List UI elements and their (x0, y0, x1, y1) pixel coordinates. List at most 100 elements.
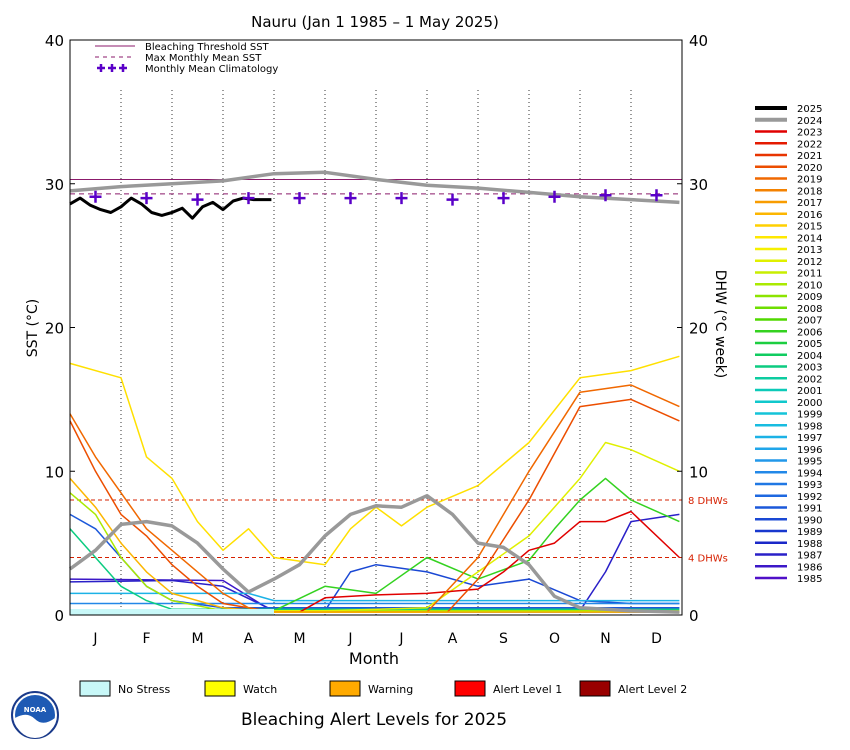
series-line-2012-dhw (70, 441, 680, 612)
alert-strip (70, 609, 274, 615)
year-legend-label: 2003 (797, 363, 822, 374)
climatology-marker (548, 190, 561, 203)
year-legend-label: 2019 (797, 175, 822, 186)
legend-plus-marker (108, 64, 116, 72)
chart-title: Nauru (Jan 1 1985 – 1 May 2025) (251, 13, 499, 31)
year-legend-label: 2017 (797, 198, 822, 209)
year-legend-label: 2009 (797, 292, 822, 303)
alert-level-label: No Stress (118, 683, 171, 696)
y-tick-label-right: 30 (689, 176, 708, 194)
y-tick-label-left: 10 (45, 463, 64, 481)
climatology-marker (446, 193, 459, 206)
year-legend-label: 1997 (797, 433, 822, 444)
series-line-2025-sst (69, 196, 272, 220)
dhw-reference-label: 8 DHWs (688, 496, 728, 507)
x-tick-label-month: F (142, 631, 150, 647)
year-legend-label: 2008 (797, 304, 822, 315)
month-grid (120, 90, 632, 615)
legend-label: Bleaching Threshold SST (145, 42, 270, 53)
climatology-marker (89, 190, 102, 203)
series-line-2015-dhw (69, 355, 680, 566)
climatology-marker (395, 192, 408, 205)
alert-level-label: Alert Level 2 (618, 683, 687, 696)
y-tick-label-right: 10 (689, 463, 708, 481)
x-tick-label-month: S (499, 631, 508, 647)
year-legend-label: 1990 (797, 515, 822, 526)
year-legend-label: 1985 (797, 574, 822, 585)
year-legend-label: 1989 (797, 527, 822, 538)
year-legend-label: 1995 (797, 457, 822, 468)
noaa-logo: NOAA (11, 691, 59, 739)
series-line-1990-dhw (70, 563, 680, 612)
year-legend-label: 2021 (797, 151, 822, 162)
alert-level-label: Watch (243, 683, 277, 696)
x-tick-label-month: M (191, 631, 203, 647)
series-line-2006-dhw (70, 477, 680, 612)
alert-level-swatch (79, 680, 111, 697)
series-line-1987-dhw (69, 513, 680, 612)
x-tick-label-month: D (651, 631, 662, 647)
year-legend-label: 2000 (797, 398, 822, 409)
alert-level-swatch (204, 680, 236, 697)
year-legend-label: 1994 (797, 468, 822, 479)
year-legend-label: 2011 (797, 269, 822, 280)
year-legend-label: 1988 (797, 539, 822, 550)
year-legend-label: 2025 (797, 104, 822, 115)
series-line-2024-dhw (68, 493, 680, 614)
legend-label: Monthly Mean Climatology (145, 64, 278, 75)
y-axis-title-right: DHW (°C week) (712, 270, 728, 379)
year-legend-label: 2015 (797, 222, 822, 233)
climatology-marker (599, 189, 612, 202)
climatology-marker (191, 193, 204, 206)
x-tick-label-month: M (293, 631, 305, 647)
legend-plus-marker (119, 64, 127, 72)
year-legend-label: 1999 (797, 410, 822, 421)
svg-text:NOAA: NOAA (24, 706, 47, 714)
alert-level-swatch (454, 680, 486, 697)
year-legend-label: 2020 (797, 163, 822, 174)
series-line-2019-dhw (69, 384, 680, 613)
y-tick-label-right: 0 (689, 607, 699, 625)
climatology-markers (89, 189, 663, 206)
x-tick-label-month: O (549, 631, 560, 647)
series-line-2016-dhw (69, 477, 680, 613)
year-legend-label: 2016 (797, 210, 822, 221)
climatology-marker (344, 192, 357, 205)
alert-level-label: Warning (368, 683, 413, 696)
series-line-2024-sst (69, 170, 680, 205)
year-legend-label: 1993 (797, 480, 822, 491)
year-legend-label: 2002 (797, 374, 822, 385)
y-tick-label-left: 30 (45, 176, 64, 194)
year-legend-label: 2023 (797, 128, 822, 139)
axes: 0 0 10 10 20 20 30 30 40 40 J F M A M J J A S O N D (45, 32, 708, 647)
climatology-marker (497, 192, 510, 205)
x-tick-label-month: J (398, 631, 403, 647)
x-tick-label-month: J (347, 631, 352, 647)
climatology-marker (650, 189, 663, 202)
year-legend-label: 2006 (797, 327, 822, 338)
y-tick-label-right: 40 (689, 32, 708, 50)
year-legend-label: 2004 (797, 351, 822, 362)
alert-legend-title: Bleaching Alert Levels for 2025 (241, 710, 507, 730)
year-legend-label: 2022 (797, 139, 822, 150)
year-legend-label: 2013 (797, 245, 822, 256)
series-line-2023-dhw (70, 510, 680, 613)
alert-level-swatch (329, 680, 361, 697)
year-legend-label: 2018 (797, 186, 822, 197)
alert-level-legend: No Stress Watch Warning Alert Level 1 Alert … (79, 680, 687, 697)
legend-label: Max Monthly Mean SST (145, 53, 262, 64)
year-series (68, 170, 680, 614)
x-axis-title: Month (349, 649, 399, 668)
x-tick-label-month: A (448, 631, 458, 647)
dhw-reference-label: 4 DHWs (688, 554, 728, 565)
x-tick-label-month: N (600, 631, 610, 647)
year-legend-label: 2001 (797, 386, 822, 397)
x-tick-label-month: A (244, 631, 254, 647)
alert-level-label: Alert Level 1 (493, 683, 562, 696)
year-legend-label: 1986 (797, 562, 822, 573)
legend-plus-marker (97, 64, 105, 72)
y-tick-label-left: 20 (45, 320, 64, 338)
y-axis-title-left: SST (°C) (25, 299, 41, 357)
climatology-marker (293, 192, 306, 205)
